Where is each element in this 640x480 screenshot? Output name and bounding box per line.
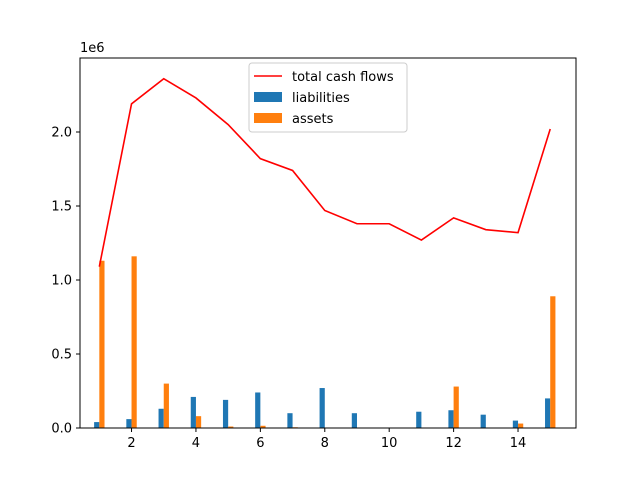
assets-bar [131, 256, 137, 428]
y-offset-label: 1e6 [80, 41, 105, 56]
legend-swatch [254, 92, 282, 102]
liabilities-bar [255, 392, 261, 428]
liabilities-bar [480, 414, 486, 428]
x-tick-label: 12 [445, 436, 462, 451]
x-tick-label: 8 [321, 436, 329, 451]
liabilities-bar [158, 408, 164, 428]
liabilities-bar [190, 396, 196, 428]
assets-bar [163, 383, 169, 428]
liabilities-bar [512, 420, 519, 428]
assets-bar [99, 260, 105, 428]
bars-layer [94, 256, 556, 428]
legend-label: liabilities [292, 91, 350, 106]
assets-bar [195, 416, 202, 428]
x-tick-label: 6 [256, 436, 264, 451]
x-axis: 2 4 6 8 10 12 14 [127, 428, 526, 451]
assets-bar [260, 425, 266, 428]
assets-bar [518, 423, 524, 428]
x-tick-label: 14 [510, 436, 527, 451]
y-tick-label: 1.5 [51, 200, 72, 215]
x-tick-label: 4 [192, 436, 200, 451]
liabilities-bar [545, 398, 551, 428]
y-tick-label: 1.0 [51, 274, 72, 289]
assets-bar [228, 426, 234, 428]
assets-bar [453, 386, 459, 428]
liabilities-bar [222, 399, 229, 428]
legend: total cash flows liabilities assets [248, 62, 408, 133]
y-tick-label: 2.0 [51, 126, 72, 141]
x-tick-label: 2 [127, 436, 135, 451]
liabilities-bar [94, 422, 100, 428]
y-tick-label: 0.0 [51, 422, 72, 437]
liabilities-bar [319, 388, 325, 428]
legend-label: assets [292, 112, 334, 127]
y-axis: 0.0 0.5 1.0 1.5 2.0 [51, 126, 80, 437]
line-layer [98, 77, 551, 267]
assets-bar [550, 296, 556, 428]
liabilities-bar [126, 419, 132, 428]
plot-frame [79, 57, 577, 429]
liabilities-bar [287, 413, 293, 428]
total cash flows-line [98, 77, 551, 267]
x-tick-label: 10 [381, 436, 398, 451]
liabilities-bar [448, 410, 454, 428]
liabilities-bar [416, 411, 422, 428]
legend-swatch [254, 113, 282, 123]
legend-box [248, 62, 408, 133]
legend-label: total cash flows [292, 70, 394, 85]
liabilities-bar [351, 413, 357, 428]
y-tick-label: 0.5 [51, 348, 72, 363]
